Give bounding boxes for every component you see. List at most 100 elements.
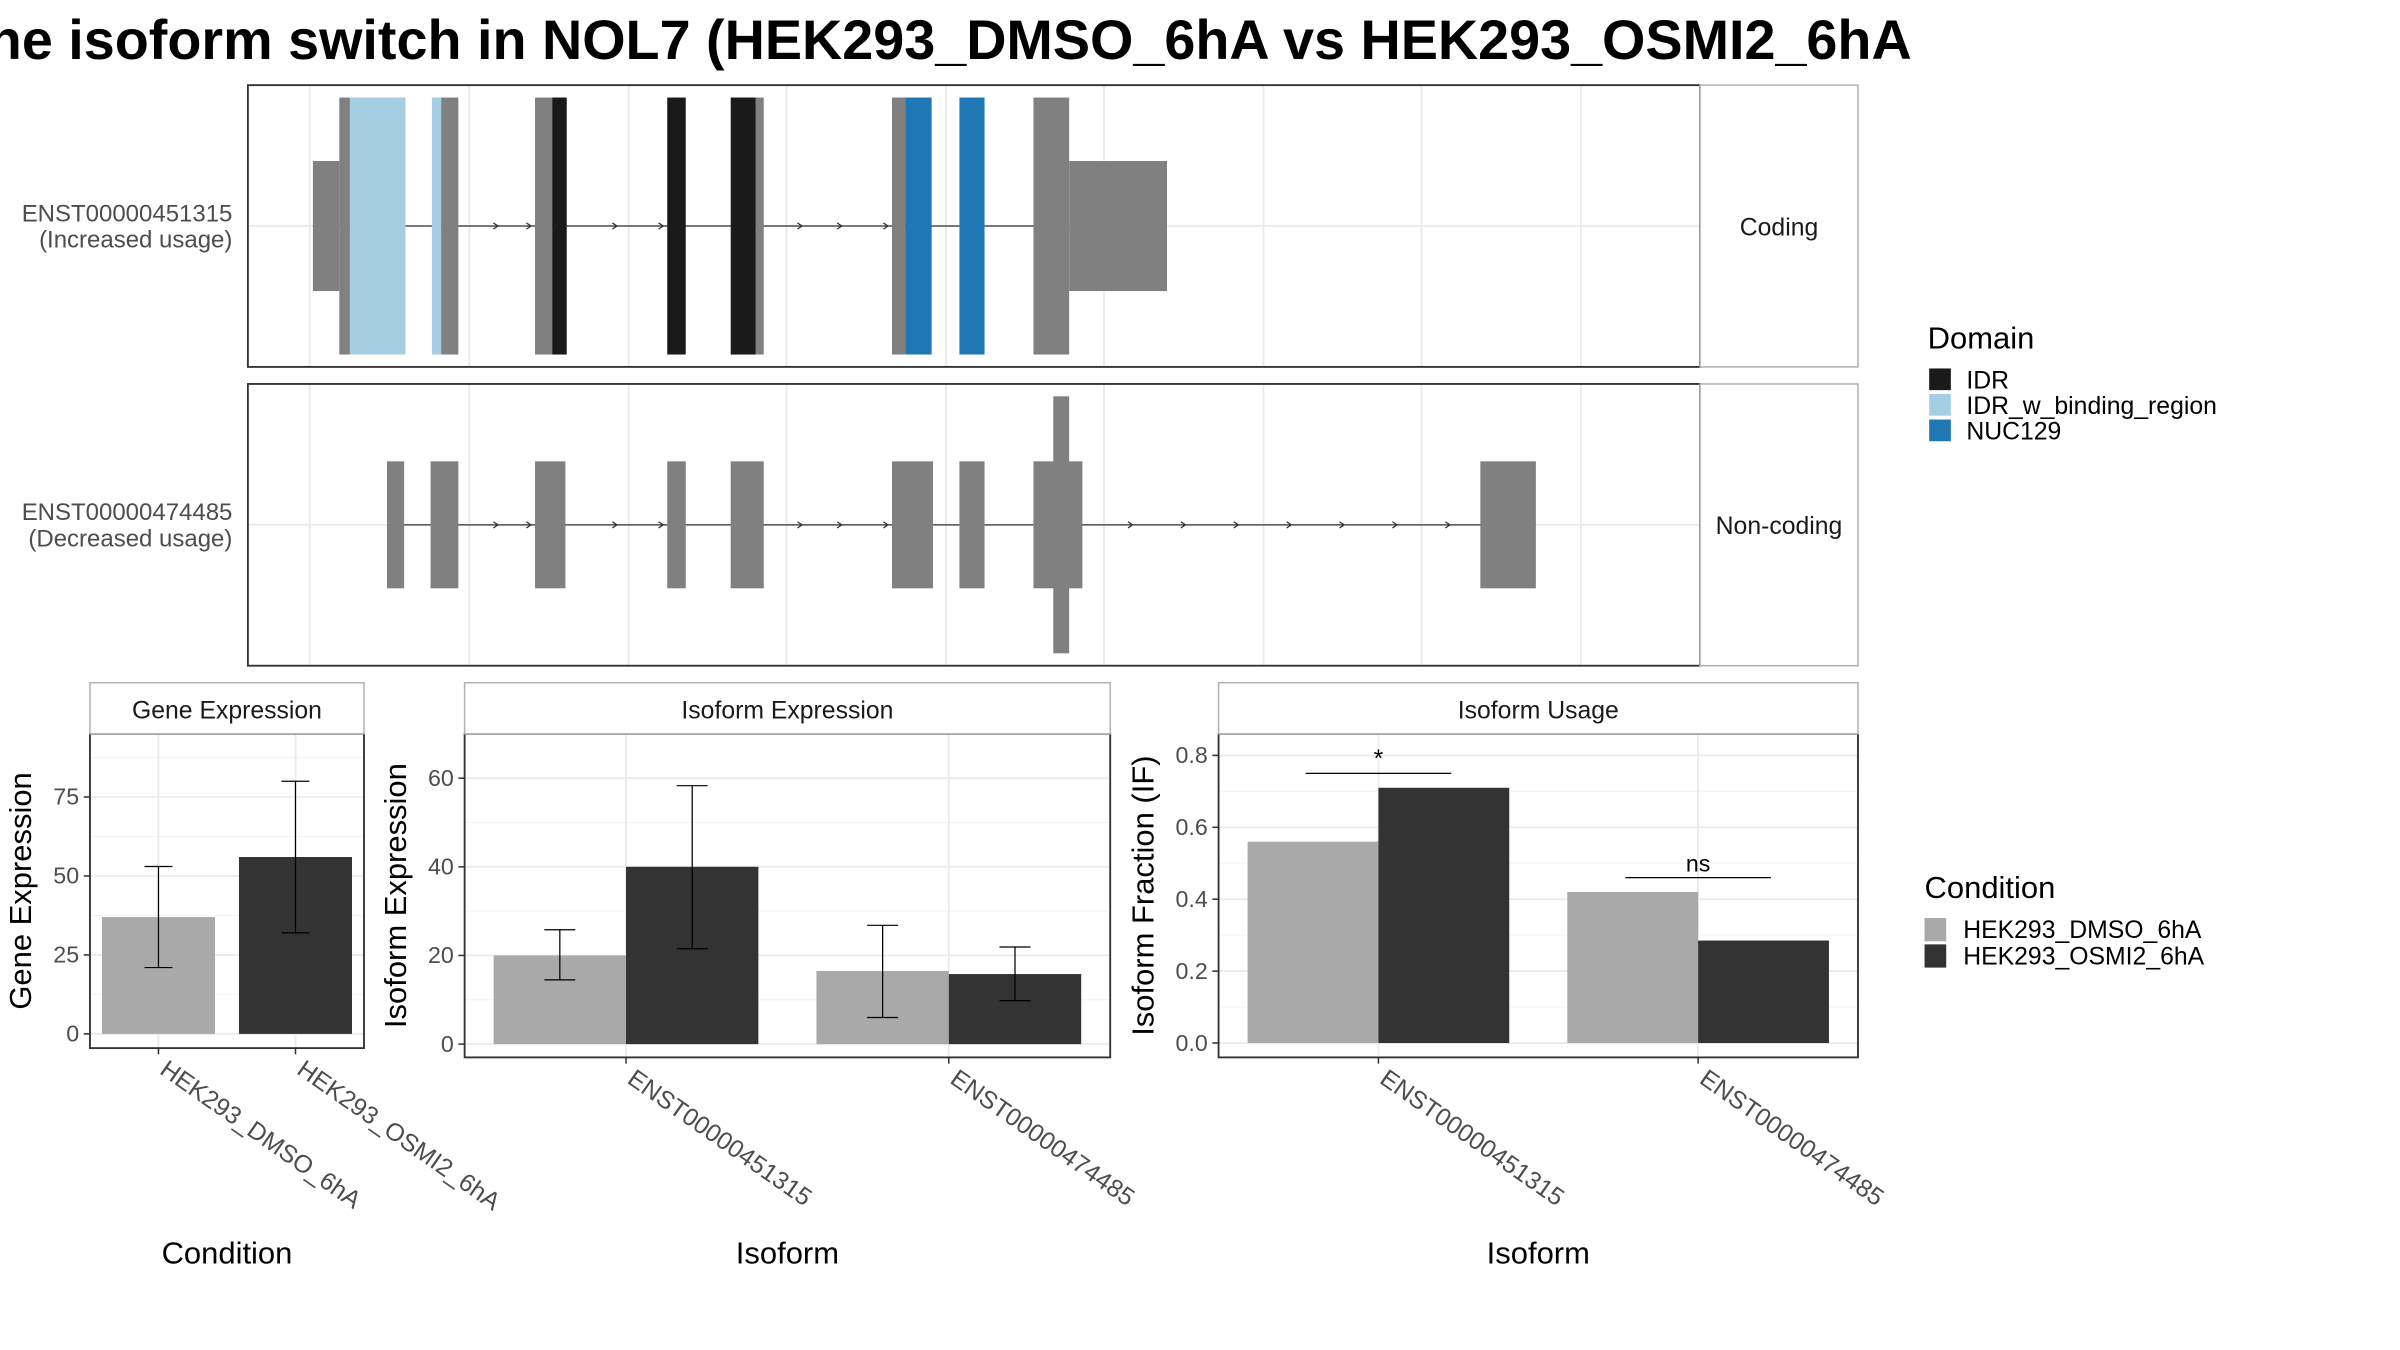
- legend-key: [1924, 944, 1947, 968]
- y-tick-label: 75: [53, 784, 79, 810]
- legend-label: HEK293_DMSO_6hA: [1963, 917, 2202, 944]
- gene-structure-panels: Coding ENST00000451315(Increased usage) No…: [22, 84, 1859, 667]
- y-axis-title: Gene Expression: [3, 772, 38, 1009]
- y-tick-label: 50: [53, 863, 79, 889]
- exon: [430, 461, 459, 589]
- domain-exon: [552, 97, 567, 355]
- legend-key: [1929, 419, 1951, 442]
- x-axis-title: Isoform: [1487, 1235, 1590, 1270]
- exon: [755, 97, 764, 355]
- direction-arrow: [836, 521, 843, 529]
- figure-title: he isoform switch in NOL7 (HEK293_DMSO_6…: [0, 9, 1912, 71]
- track-label: (Decreased usage): [28, 526, 232, 553]
- domain-exon: [730, 97, 756, 355]
- x-axis-title: Condition: [162, 1235, 293, 1270]
- y-tick-label: 0.2: [1175, 958, 1207, 984]
- bar-panels: Gene Expression0255075HEK293_DMSO_6hAHEK…: [3, 681, 1889, 1270]
- direction-arrow: [1392, 521, 1399, 529]
- direction-arrow: [493, 521, 500, 529]
- y-tick-label: 0.0: [1175, 1030, 1207, 1056]
- direction-arrow: [526, 521, 533, 529]
- track-label: ENST00000451315: [22, 200, 233, 227]
- exon: [441, 97, 459, 355]
- significance-label: *: [1374, 746, 1384, 773]
- legend-title: Domain: [1928, 320, 2035, 355]
- y-axis-title: Isoform Fraction (IF): [1126, 755, 1161, 1035]
- strip-label: Isoform Usage: [1458, 697, 1619, 724]
- direction-arrow: [1233, 521, 1240, 529]
- y-tick-label: 40: [428, 854, 454, 880]
- y-tick-label: 20: [428, 942, 454, 968]
- legend-label: IDR: [1966, 368, 2009, 395]
- track-label: ENST00000474485: [22, 499, 233, 526]
- x-tick-label: ENST00000451315: [623, 1065, 817, 1212]
- structure-panel-2: Non-coding ENST00000474485(Decreased usag…: [22, 383, 1859, 667]
- x-tick-label: ENST00000474485: [1695, 1065, 1889, 1212]
- legend-label: NUC129: [1966, 419, 2061, 446]
- facet-strip: [1699, 383, 1859, 667]
- direction-arrow: [1339, 521, 1346, 529]
- direction-arrow: [612, 222, 619, 230]
- legend-key: [1929, 368, 1951, 391]
- direction-arrow: [526, 222, 533, 230]
- direction-arrow: [797, 521, 804, 529]
- domain-exon: [959, 97, 985, 355]
- exon: [667, 461, 686, 589]
- direction-arrow: [658, 222, 665, 230]
- y-tick-label: 0: [66, 1021, 79, 1047]
- exon: [339, 97, 350, 355]
- direction-arrow: [1286, 521, 1293, 529]
- exon: [1069, 161, 1167, 292]
- x-axis-title: Isoform: [736, 1235, 839, 1270]
- facet-strip: [1217, 681, 1859, 735]
- exon: [959, 461, 985, 589]
- exon: [891, 461, 933, 589]
- exon: [535, 97, 553, 355]
- domain-exon: [667, 97, 686, 355]
- x-tick-label: ENST00000451315: [1375, 1065, 1569, 1212]
- domain-exon: [349, 97, 406, 355]
- track-label: (Increased usage): [39, 227, 232, 254]
- y-tick-label: 0.4: [1175, 886, 1207, 912]
- panel-isoform-usage: * ns Isoform Usage 0.0 0.2 0.4 0.6 0.8 ENST00000…: [1126, 681, 1889, 1270]
- direction-arrow: [1180, 521, 1187, 529]
- legend-key: [1929, 394, 1951, 416]
- panel-isoform-expression: Isoform Expression 0 20 40 60 ENST00000451315…: [378, 681, 1139, 1270]
- y-axis-title: Isoform Expression: [378, 763, 413, 1028]
- bar: [1247, 841, 1379, 1044]
- exon: [312, 161, 340, 292]
- bar: [1378, 787, 1510, 1044]
- y-tick-label: 0.8: [1175, 742, 1207, 768]
- strip-label: Isoform Expression: [681, 697, 893, 724]
- domain-exon: [431, 97, 442, 355]
- exon: [891, 97, 906, 355]
- significance-label: ns: [1686, 850, 1711, 876]
- direction-arrow: [836, 222, 843, 230]
- y-tick-label: 25: [53, 942, 79, 968]
- exon: [386, 461, 405, 589]
- direction-arrow: [883, 521, 890, 529]
- direction-arrow: [797, 222, 804, 230]
- exon: [730, 461, 764, 589]
- exon: [1033, 97, 1070, 355]
- direction-arrow: [1444, 521, 1452, 529]
- legend-key: [1924, 918, 1947, 942]
- exon: [1480, 461, 1536, 589]
- legend-title: Condition: [1925, 870, 2056, 905]
- exon: [535, 461, 566, 589]
- y-tick-label: 0: [441, 1031, 454, 1057]
- legend-label: IDR_w_binding_region: [1966, 393, 2217, 420]
- facet-strip: [463, 681, 1111, 735]
- domain-exon: [905, 97, 932, 355]
- facet-strip: [89, 681, 365, 735]
- legend-label: HEK293_OSMI2_6hA: [1963, 944, 2204, 971]
- bar: [1698, 940, 1829, 1044]
- y-tick-label: 0.6: [1175, 814, 1207, 840]
- strip-label: Gene Expression: [132, 697, 322, 724]
- exon: [1053, 396, 1070, 654]
- y-tick-label: 60: [428, 765, 454, 791]
